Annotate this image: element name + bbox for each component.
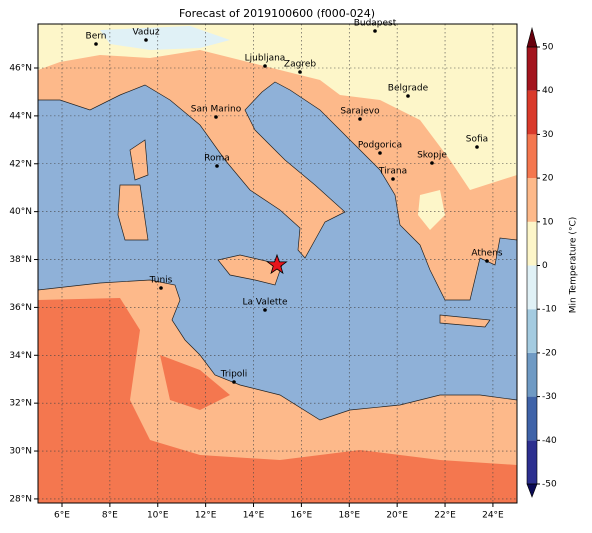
sardinia <box>117 184 149 241</box>
colorbar-tick-label: -10 <box>542 305 557 315</box>
lat-tick-label: 46°N <box>9 64 32 74</box>
city-label: Belgrade <box>388 84 429 94</box>
city-label: Vaduz <box>132 28 159 38</box>
city-label: Sarajevo <box>340 107 380 117</box>
lon-tick-label: 20°E <box>386 511 408 521</box>
colorbar-tick-label: 10 <box>542 217 554 227</box>
colorbar-tick-label: 30 <box>542 130 554 140</box>
lat-tick-label: 36°N <box>9 303 32 313</box>
colorbar-under <box>526 483 538 498</box>
city-dot <box>232 380 236 384</box>
lat-tick-label: 30°N <box>9 447 32 457</box>
map-area <box>38 24 517 503</box>
lat-tick-label: 42°N <box>9 159 32 169</box>
lon-tick-label: 12°E <box>195 511 217 521</box>
lon-tick-label: 8°E <box>102 511 118 521</box>
lat-tick-label: 34°N <box>9 351 32 361</box>
city-dot <box>215 164 219 168</box>
city-dot <box>406 94 410 98</box>
sicily <box>217 254 284 286</box>
colorbar-tick-label: 50 <box>542 43 554 53</box>
lat-tick-label: 38°N <box>9 255 32 265</box>
colorbar-tick-label: 0 <box>542 261 548 271</box>
city-dot <box>475 145 479 149</box>
city-label: Athens <box>471 249 502 259</box>
city-dot <box>214 115 218 119</box>
city-dot <box>373 29 377 33</box>
city-label: Zagreb <box>284 60 316 70</box>
city-dot <box>485 259 489 263</box>
city-dot <box>94 42 98 46</box>
city-dot <box>378 151 382 155</box>
city-dot <box>430 161 434 165</box>
africa-warm <box>38 298 517 503</box>
title: Forecast of 2019100600 (f000-024) <box>179 7 375 20</box>
city-dot <box>298 70 302 74</box>
city-label: Roma <box>204 154 230 164</box>
colorbar-tick-label: -30 <box>542 392 557 402</box>
city-label: Tripoli <box>220 370 248 380</box>
lon-tick-label: 18°E <box>338 511 360 521</box>
colorbar-band <box>527 352 537 397</box>
colorbar-tick-label: -40 <box>542 436 557 446</box>
corsica <box>129 139 149 181</box>
lat-tick-label: 32°N <box>9 399 32 409</box>
colorbar-tick-label: -20 <box>542 348 557 358</box>
colorbar-band <box>527 440 537 484</box>
city-label: Podgorica <box>358 141 402 151</box>
africa-warm-2 <box>160 355 230 410</box>
city-label: Budapest <box>354 19 397 29</box>
lon-tick-label: 24°E <box>482 511 504 521</box>
city-label: La Valette <box>243 298 288 308</box>
lon-tick-label: 10°E <box>147 511 169 521</box>
colorbar-band <box>527 396 537 441</box>
colorbar-band <box>527 178 537 222</box>
location-star <box>266 253 288 275</box>
city-dot <box>144 38 148 42</box>
colorbar-band <box>527 47 537 91</box>
city-label: Ljubljana <box>245 54 286 64</box>
colorbar-tick-label: -50 <box>542 480 557 490</box>
city-dot <box>358 117 362 121</box>
colorbar-band <box>527 221 537 266</box>
city-dot <box>263 64 267 68</box>
city-label: Bern <box>86 32 107 42</box>
lon-tick-label: 22°E <box>434 511 456 521</box>
lat-tick-label: 44°N <box>9 111 32 121</box>
city-dot <box>159 286 163 290</box>
city-label: Skopje <box>417 151 447 161</box>
lat-tick-label: 40°N <box>9 207 32 217</box>
lon-tick-label: 6°E <box>54 511 70 521</box>
colorbar-tick-label: 40 <box>542 86 554 96</box>
lat-tick-label: 28°N <box>9 494 32 504</box>
colorbar-band <box>527 134 537 179</box>
lon-tick-label: 16°E <box>291 511 313 521</box>
colorbar-band <box>527 265 537 310</box>
colorbar-band <box>527 90 537 135</box>
city-label: Tunis <box>149 276 173 286</box>
greek-cold <box>418 190 445 230</box>
city-label: Tirana <box>378 167 407 177</box>
city-label: San Marino <box>191 105 242 115</box>
map-frame <box>37 23 518 504</box>
colorbar-band <box>527 309 537 353</box>
colorbar-label: Min Temperature (°C) <box>569 217 579 314</box>
alps-cold <box>100 26 230 50</box>
city-dot <box>391 177 395 181</box>
colorbar-over <box>526 26 538 48</box>
city-dot <box>263 308 267 312</box>
city-label: Sofia <box>466 135 488 145</box>
colorbar-tick-label: 20 <box>542 174 554 184</box>
crete <box>439 314 491 328</box>
lon-tick-label: 14°E <box>243 511 265 521</box>
